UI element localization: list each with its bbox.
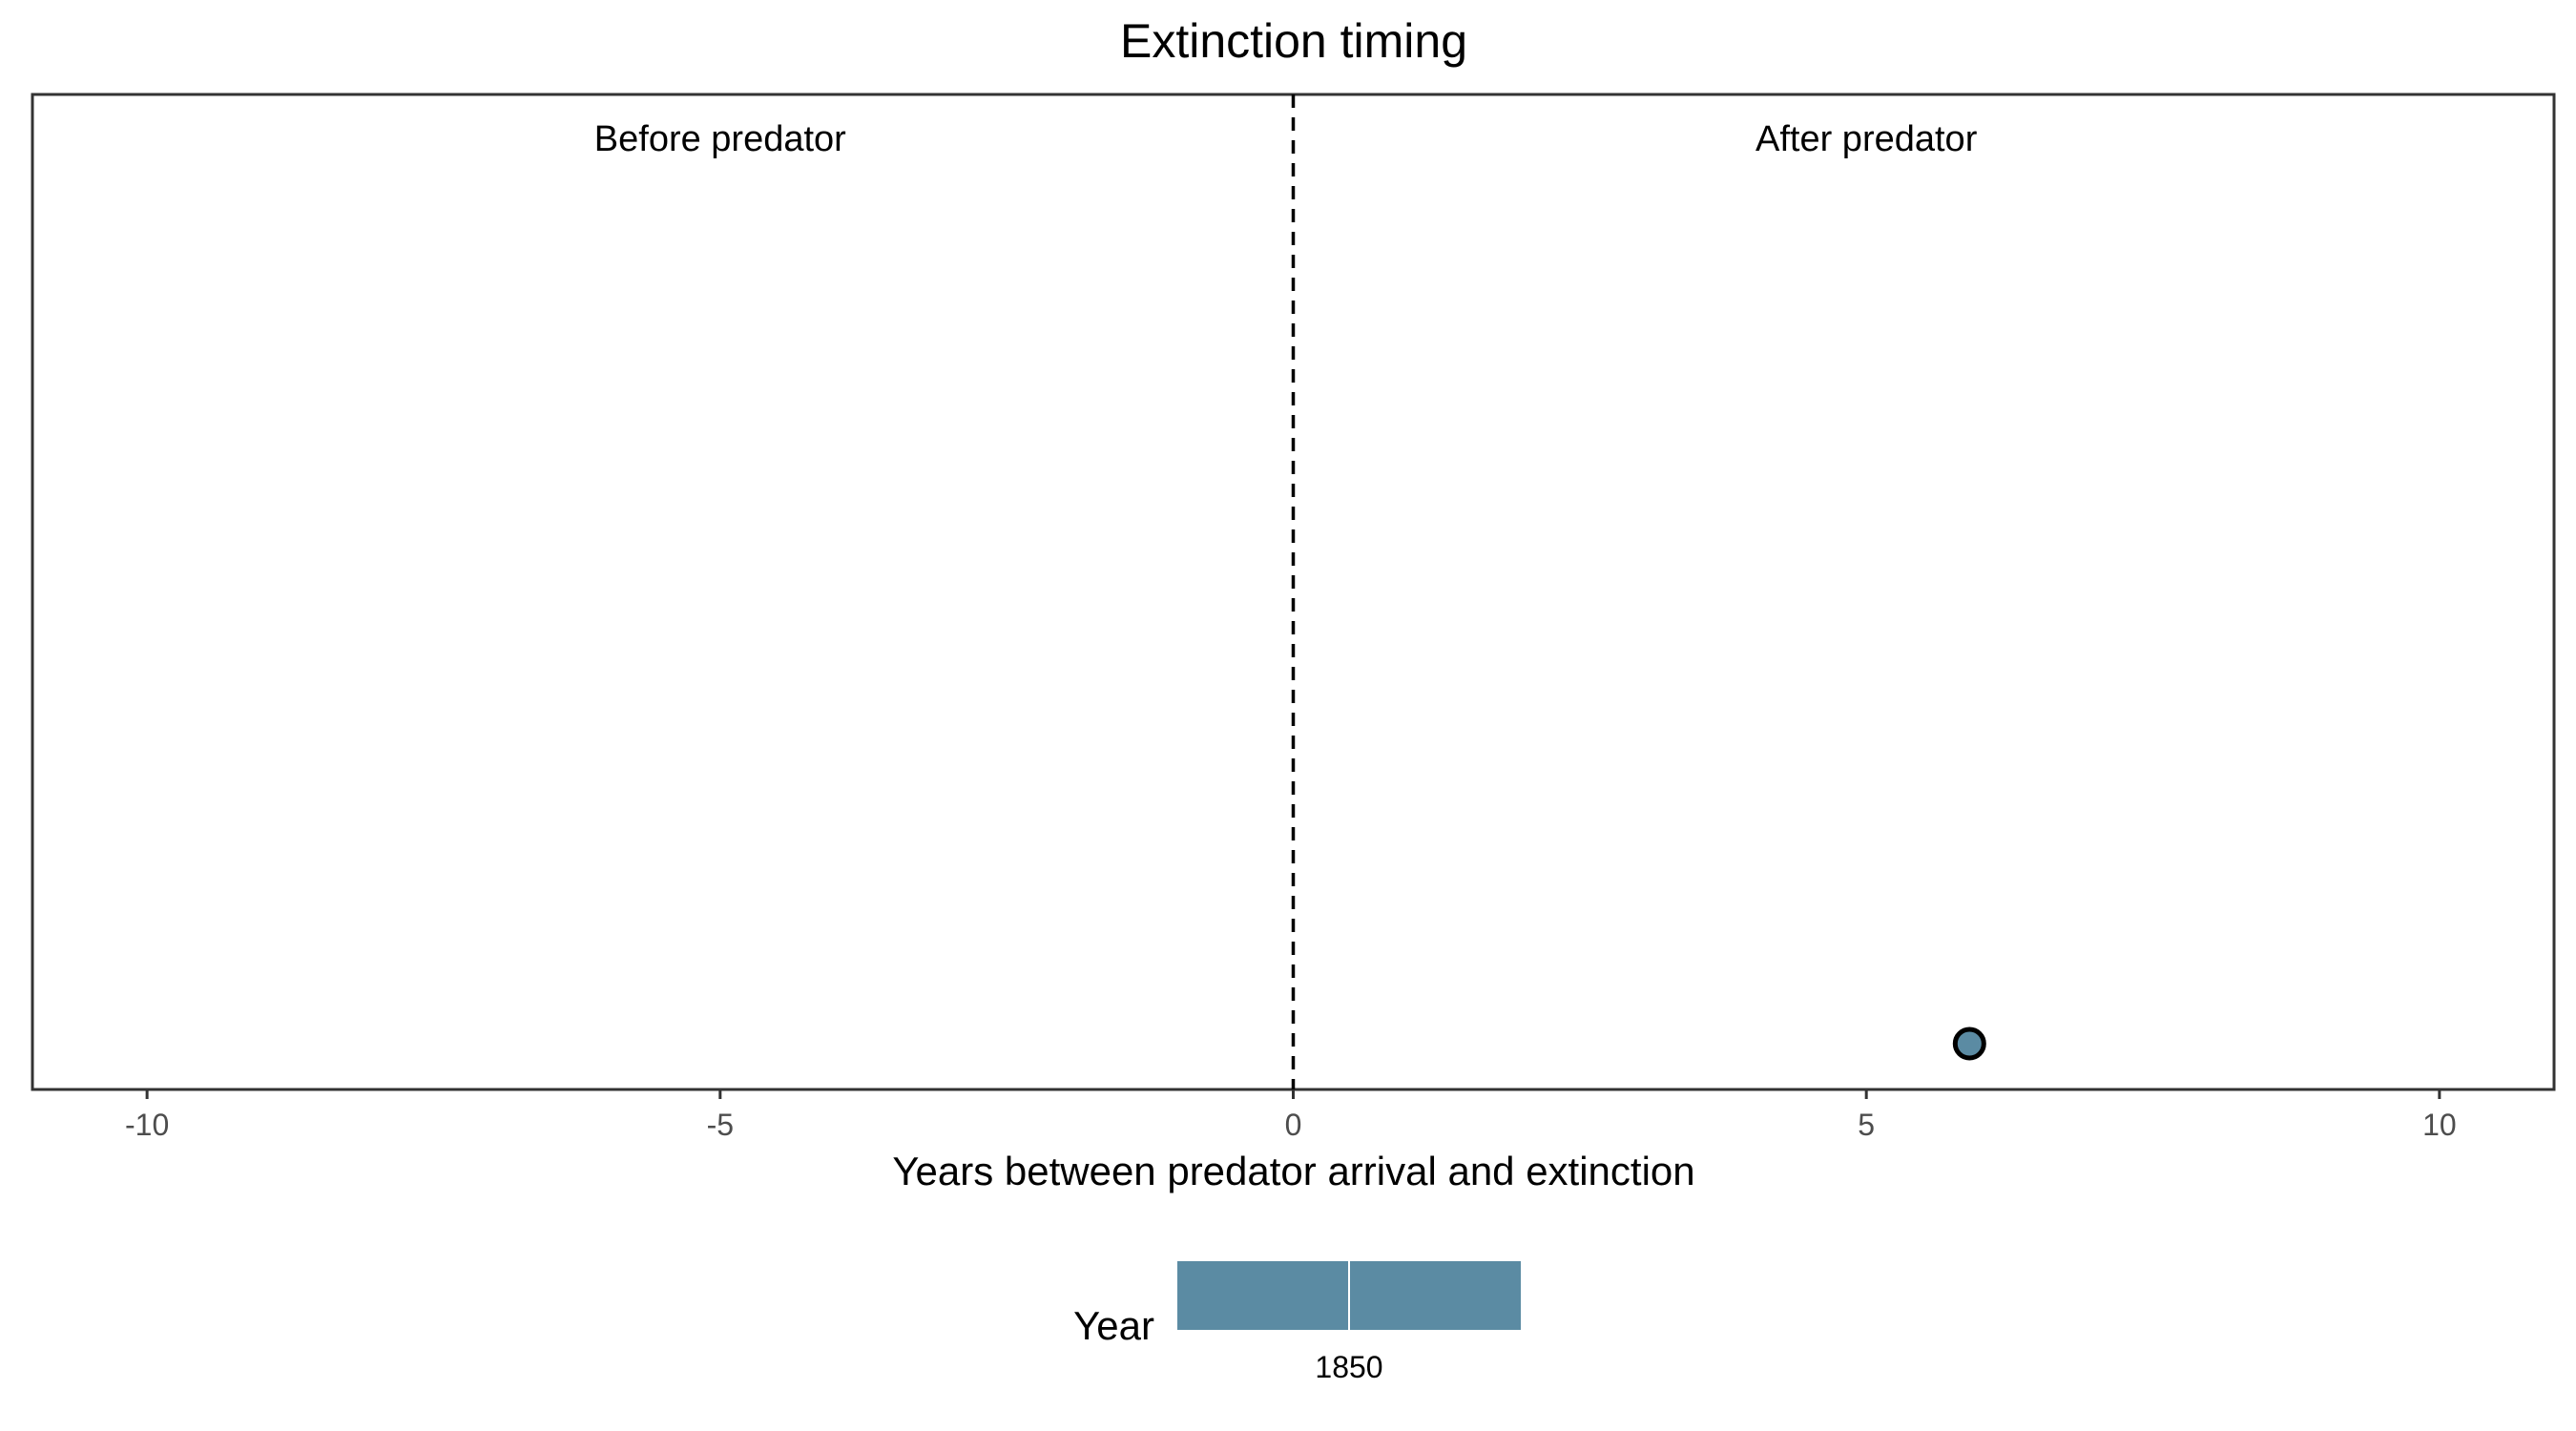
x-tick-label: 0 bbox=[1285, 1108, 1302, 1142]
after-predator-annotation: After predator bbox=[1755, 119, 1978, 159]
chart-title: Extinction timing bbox=[1120, 14, 1467, 68]
before-predator-annotation: Before predator bbox=[594, 119, 846, 159]
legend: Year 1850 bbox=[1073, 1261, 1521, 1384]
data-point bbox=[1952, 1027, 1986, 1061]
x-tick-label: -5 bbox=[707, 1108, 734, 1142]
legend-title: Year bbox=[1073, 1303, 1154, 1348]
x-axis-title: Years between predator arrival and extin… bbox=[892, 1149, 1694, 1193]
x-tick-label: 10 bbox=[2422, 1108, 2457, 1142]
legend-tick-label: 1850 bbox=[1315, 1350, 1382, 1384]
x-tick-label: 5 bbox=[1858, 1108, 1875, 1142]
x-tick-label: -10 bbox=[125, 1108, 169, 1142]
points-layer bbox=[1952, 1027, 1986, 1061]
x-axis: -10 -5 0 5 10 bbox=[125, 1089, 2457, 1142]
